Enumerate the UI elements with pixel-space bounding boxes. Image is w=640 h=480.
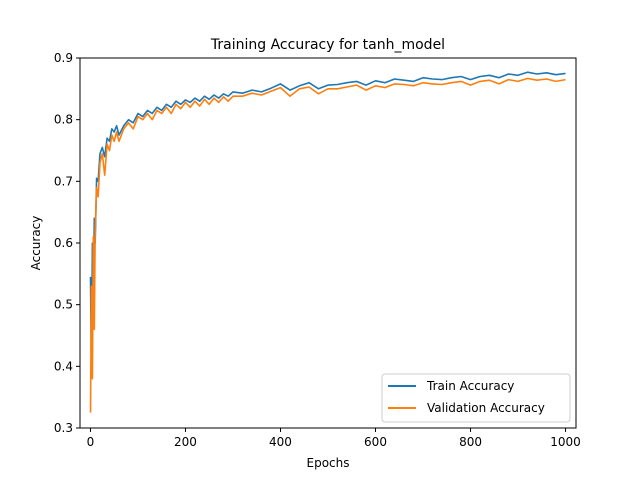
legend: Train Accuracy Validation Accuracy [381,373,571,423]
y-axis: 0.3 0.4 0.5 0.6 0.7 0.8 0.9 [54,51,80,435]
x-tick-label: 400 [269,435,292,449]
legend-label: Validation Accuracy [427,401,545,415]
x-tick-label: 600 [364,435,387,449]
y-tick-label: 0.7 [54,174,73,188]
y-axis-title: Accuracy [29,216,43,271]
y-tick-label: 0.6 [54,236,73,250]
legend-box [381,373,571,423]
y-tick-label: 0.8 [54,113,73,127]
legend-label: Train Accuracy [426,379,514,393]
y-tick-label: 0.4 [54,359,73,373]
y-tick-label: 0.3 [54,421,73,435]
x-axis-title: Epochs [307,456,350,470]
x-tick-label: 800 [459,435,482,449]
y-tick-label: 0.9 [54,51,73,65]
series-line-train [89,71,566,374]
chart-title: Training Accuracy for tanh_model [210,37,445,53]
x-tick-label: 1000 [550,435,581,449]
y-tick-label: 0.5 [54,298,73,312]
x-axis: 0 200 400 600 800 1000 [87,428,581,449]
x-tick-label: 200 [174,435,197,449]
x-tick-label: 0 [87,435,95,449]
series-line-validation [89,77,566,413]
